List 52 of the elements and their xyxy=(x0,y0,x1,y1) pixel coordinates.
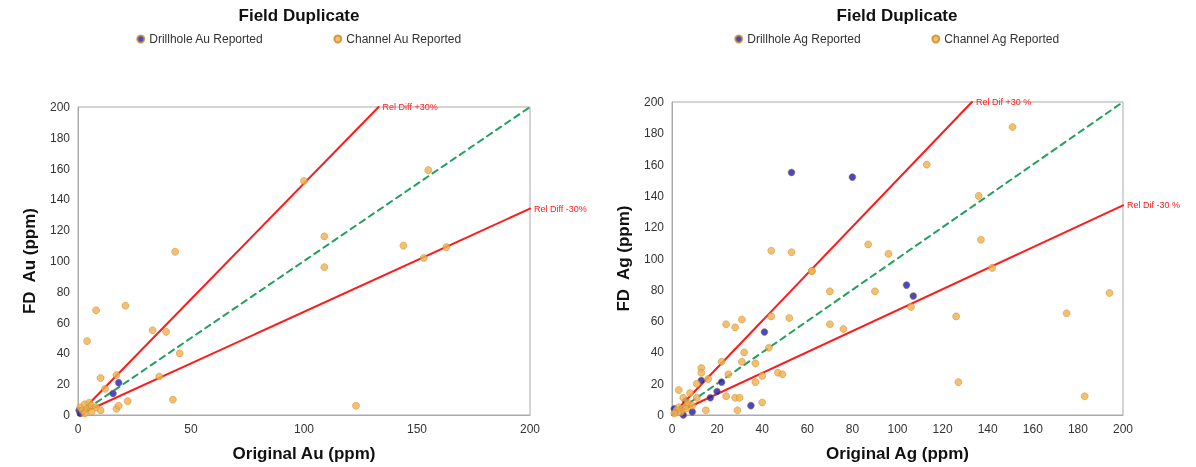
y-tick-label: 20 xyxy=(650,376,665,391)
legend-label: Drillhole Au Reported xyxy=(149,32,263,46)
y-tick-label: 40 xyxy=(56,346,71,361)
legend-label: Channel Ag Reported xyxy=(944,32,1060,46)
y-axis-title: FD Ag (ppm) xyxy=(614,205,633,312)
y-tick-label: 160 xyxy=(643,157,665,172)
x-tick-label: 100 xyxy=(887,422,908,436)
x-tick-label: 20 xyxy=(710,422,725,436)
x-tick-label: 100 xyxy=(293,422,315,436)
y-tick-label: 0 xyxy=(657,408,665,422)
y-tick-label: 140 xyxy=(49,192,71,207)
x-tick-label: 200 xyxy=(519,422,541,436)
x-tick-label: 180 xyxy=(1067,422,1089,436)
x-tick-label: 0 xyxy=(74,422,82,436)
y-tick-label: 100 xyxy=(643,251,665,266)
x-tick-label: 50 xyxy=(184,422,198,436)
x-tick-label: 160 xyxy=(1022,422,1044,436)
x-tick-label: 60 xyxy=(800,422,815,436)
chart-title: Field Duplicate xyxy=(238,6,360,25)
legend-label: Channel Au Reported xyxy=(346,32,462,46)
x-axis-title: Original Au (ppm) xyxy=(232,444,376,463)
x-axis-title: Original Ag (ppm) xyxy=(826,444,969,463)
y-tick-label: 180 xyxy=(643,126,665,141)
y-tick-label: 60 xyxy=(650,314,665,329)
series-label: Rel Dif -30 % xyxy=(1127,200,1181,211)
x-tick-label: 140 xyxy=(977,422,999,436)
y-tick-label: 200 xyxy=(643,95,665,109)
x-tick-label: 0 xyxy=(668,422,676,436)
y-tick-label: 100 xyxy=(49,254,71,268)
y-tick-label: 80 xyxy=(650,282,665,297)
x-tick-label: 80 xyxy=(845,422,860,436)
y-axis-title: FD Au (ppm) xyxy=(20,207,39,315)
series-label: Rel Dif +30 % xyxy=(975,97,1032,107)
series-label: Rel Diff -30% xyxy=(534,203,587,214)
y-tick-label: 140 xyxy=(643,188,665,203)
y-tick-label: 0 xyxy=(63,408,71,422)
y-tick-label: 40 xyxy=(650,345,665,360)
x-tick-label: 200 xyxy=(1112,422,1134,436)
y-tick-label: 180 xyxy=(49,130,71,145)
legend-label: Drillhole Ag Reported xyxy=(747,32,861,46)
y-tick-label: 120 xyxy=(49,223,71,238)
x-tick-label: 150 xyxy=(406,422,428,436)
chart-title: Field Duplicate xyxy=(836,6,958,25)
x-tick-label: 40 xyxy=(755,422,770,436)
y-tick-label: 120 xyxy=(643,220,665,235)
y-tick-label: 20 xyxy=(56,377,71,392)
y-tick-label: 160 xyxy=(49,161,71,176)
x-tick-label: 120 xyxy=(932,422,953,436)
y-tick-label: 80 xyxy=(56,284,71,299)
series-label: Rel Diff +30% xyxy=(382,102,438,112)
y-tick-label: 60 xyxy=(56,315,71,330)
y-tick-label: 200 xyxy=(49,100,71,114)
